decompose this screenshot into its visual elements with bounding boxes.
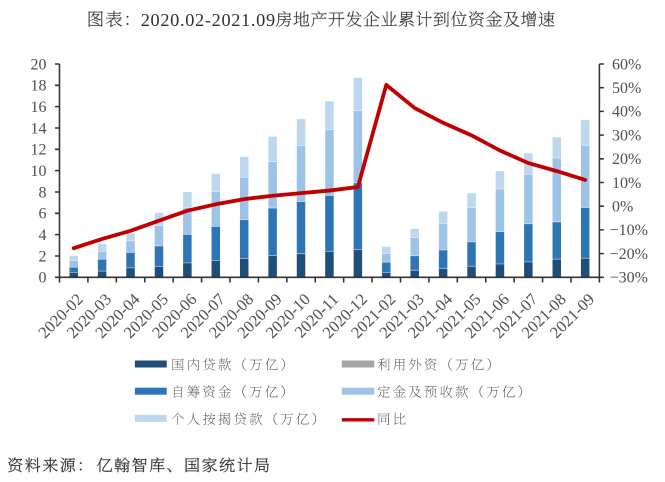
- svg-text:6: 6: [39, 206, 47, 223]
- svg-text:50%: 50%: [612, 80, 641, 97]
- svg-text:2020.02-2021.09: 2020.02-2021.09: [141, 10, 276, 30]
- svg-text:0: 0: [39, 270, 47, 287]
- svg-text:12: 12: [31, 142, 47, 159]
- svg-text:20%: 20%: [612, 151, 641, 168]
- svg-text:10%: 10%: [612, 175, 641, 192]
- svg-text:−30%: −30%: [610, 270, 648, 287]
- svg-text:40%: 40%: [612, 104, 641, 121]
- svg-text:−20%: −20%: [610, 246, 648, 263]
- svg-text:4: 4: [39, 227, 47, 244]
- svg-text:0%: 0%: [612, 199, 633, 216]
- svg-text:20: 20: [31, 56, 47, 73]
- svg-text:2: 2: [39, 248, 47, 265]
- svg-text:10: 10: [31, 163, 47, 180]
- svg-text:−10%: −10%: [610, 222, 648, 239]
- svg-text:60%: 60%: [612, 56, 641, 73]
- svg-text:16: 16: [31, 99, 47, 116]
- svg-text:18: 18: [31, 78, 47, 95]
- svg-text:8: 8: [39, 184, 47, 201]
- svg-text:14: 14: [31, 120, 47, 137]
- svg-text:30%: 30%: [612, 127, 641, 144]
